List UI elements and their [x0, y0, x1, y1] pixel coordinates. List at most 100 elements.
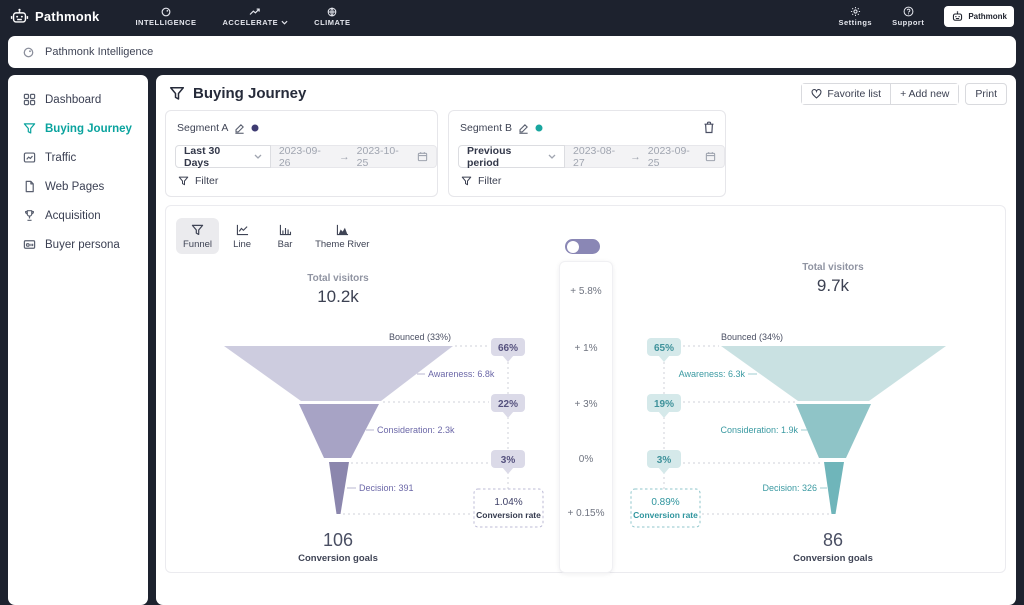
- segment-a-card: Segment A Last 30 Days 2023-09-26 → 2023…: [165, 110, 438, 197]
- delta-conversion: + 0.15%: [567, 508, 605, 519]
- chevron-down-icon: [281, 20, 288, 25]
- pathmonk-account-button[interactable]: Pathmonk: [944, 6, 1014, 27]
- segment-b-period-select[interactable]: Previous period: [458, 144, 566, 169]
- segment-a-filter-button[interactable]: Filter: [178, 175, 218, 187]
- page-header: Buying Journey: [169, 85, 306, 102]
- bounced-label-a: Bounced (33%): [389, 332, 451, 342]
- breadcrumb: Pathmonk Intelligence: [8, 36, 1016, 68]
- trophy-icon: [23, 209, 36, 222]
- brand-logo[interactable]: Pathmonk: [10, 7, 99, 26]
- segment-b-card: Segment B Previous period: [448, 110, 726, 197]
- print-label: Print: [975, 88, 997, 100]
- nav-item-support[interactable]: Support: [892, 6, 924, 27]
- nav-item-accelerate[interactable]: ACCELERATE: [222, 7, 288, 27]
- delta-consideration: 0%: [578, 454, 594, 465]
- sidebar-item-traffic[interactable]: Traffic: [8, 143, 148, 172]
- calendar-icon: [417, 151, 428, 162]
- support-label: Support: [892, 18, 925, 27]
- conversion-rate-box-b: 0.89% Conversion rate: [630, 488, 701, 528]
- segment-b-date-range[interactable]: 2023-08-27 → 2023-09-25: [565, 144, 725, 169]
- comparison-toggle[interactable]: [565, 239, 600, 254]
- heart-icon: [811, 89, 822, 99]
- sidebar-item-dashboard[interactable]: Dashboard: [8, 85, 148, 114]
- tab-funnel[interactable]: Funnel: [176, 218, 220, 254]
- nav-item-intelligence[interactable]: INTELLIGENCE: [135, 7, 196, 27]
- conversion-goals-value-b: 86: [823, 530, 843, 550]
- segment-a-name: Segment A: [177, 122, 229, 134]
- svg-text:66%: 66%: [498, 343, 518, 354]
- account-button-label: Pathmonk: [968, 12, 1007, 21]
- conversion-goals-label-a: Conversion goals: [298, 553, 378, 564]
- chevron-down-icon: [254, 154, 262, 159]
- settings-label: Settings: [838, 18, 873, 27]
- segment-a-color-dot: [251, 124, 259, 132]
- segment-b-color-dot: [535, 124, 543, 132]
- dashboard-grid-icon: [23, 93, 36, 106]
- date-to: 2023-09-25: [647, 144, 690, 169]
- climate-globe-icon: [327, 7, 337, 17]
- funnel-stage-consideration-b: [796, 404, 871, 458]
- delta-awareness: + 3%: [574, 399, 598, 410]
- sidebar-item-buyer-persona[interactable]: Buyer persona: [8, 230, 148, 259]
- date-from: 2023-08-27: [573, 144, 616, 169]
- funnel-stage-decision-b: [824, 462, 844, 514]
- sidebar-item-acquisition[interactable]: Acquisition: [8, 201, 148, 230]
- segment-b-title-row: Segment B: [460, 122, 543, 134]
- edit-pencil-icon[interactable]: [234, 123, 245, 134]
- nav-item-settings[interactable]: Settings: [838, 6, 872, 27]
- main-content: Buying Journey Favorite list + Add new P…: [156, 75, 1016, 605]
- calendar-icon: [705, 151, 716, 162]
- print-button[interactable]: Print: [965, 83, 1007, 105]
- pathmonk-robot-icon: [10, 7, 29, 26]
- intelligence-gauge-icon: [161, 7, 171, 17]
- tab-theme-river[interactable]: Theme River: [308, 218, 376, 254]
- header-actions: Favorite list + Add new Print: [801, 83, 1007, 105]
- funnel-stage-decision-a: [329, 462, 349, 514]
- funnel-chart-segment-a: Total visitors 10.2k Bounced (33%) Aware…: [224, 273, 544, 564]
- conversion-rate-value-b: 0.89%: [651, 497, 679, 508]
- badge-22: 22%: [491, 394, 525, 418]
- awareness-label-b: Awareness: 6.3k: [679, 369, 746, 379]
- favorite-list-button[interactable]: Favorite list: [802, 84, 891, 104]
- sidebar: Dashboard Buying Journey Traffic Web Pag…: [8, 75, 148, 605]
- sidebar-item-buying-journey[interactable]: Buying Journey: [8, 114, 148, 143]
- nav-item-climate[interactable]: CLIMATE: [314, 7, 350, 27]
- decision-label-b: Decision: 326: [762, 483, 817, 493]
- nav-label-accelerate: ACCELERATE: [222, 17, 279, 27]
- segment-a-period-select[interactable]: Last 30 Days: [175, 144, 271, 169]
- sidebar-item-web-pages[interactable]: Web Pages: [8, 172, 148, 201]
- tab-bar[interactable]: Bar: [265, 218, 305, 254]
- consideration-label-b: Consideration: 1.9k: [720, 425, 798, 435]
- period-value: Previous period: [467, 144, 512, 169]
- breadcrumb-title: Pathmonk Intelligence: [45, 46, 154, 58]
- line-chart-icon: [236, 224, 249, 236]
- svg-text:65%: 65%: [654, 343, 674, 354]
- segment-a-date-range[interactable]: 2023-09-26 → 2023-10-25: [270, 144, 437, 169]
- segment-b-filter-button[interactable]: Filter: [461, 175, 501, 187]
- badge-3: 3%: [491, 450, 525, 474]
- delta-panel: + 5.8% + 1% + 3% 0% + 0.15%: [559, 261, 613, 573]
- theme-river-icon: [336, 224, 349, 236]
- tab-label: Bar: [277, 239, 293, 250]
- funnel-icon: [461, 176, 472, 186]
- trash-icon[interactable]: [703, 121, 715, 134]
- funnel-icon: [191, 224, 204, 236]
- intelligence-gauge-icon: [23, 47, 34, 58]
- segment-b-name: Segment B: [460, 122, 512, 134]
- add-new-button[interactable]: + Add new: [890, 84, 959, 104]
- conversion-goals-value-a: 106: [323, 530, 353, 550]
- date-to: 2023-10-25: [356, 144, 399, 169]
- svg-text:22%: 22%: [498, 399, 518, 410]
- period-value: Last 30 Days: [184, 144, 221, 169]
- funnel-icon: [23, 122, 36, 135]
- tab-line[interactable]: Line: [222, 218, 262, 254]
- badge-65: 65%: [647, 338, 681, 362]
- segment-a-controls: Last 30 Days 2023-09-26 → 2023-10-25: [175, 144, 437, 169]
- conversion-rate-box-a: 1.04% Conversion rate: [473, 488, 544, 528]
- sidebar-item-label: Acquisition: [45, 209, 101, 222]
- nav-menu: INTELLIGENCE ACCELERATE CLIMATE: [135, 7, 350, 27]
- svg-text:19%: 19%: [654, 399, 674, 410]
- edit-pencil-icon[interactable]: [518, 123, 529, 134]
- chevron-down-icon: [548, 154, 556, 159]
- tab-label: Line: [233, 239, 252, 250]
